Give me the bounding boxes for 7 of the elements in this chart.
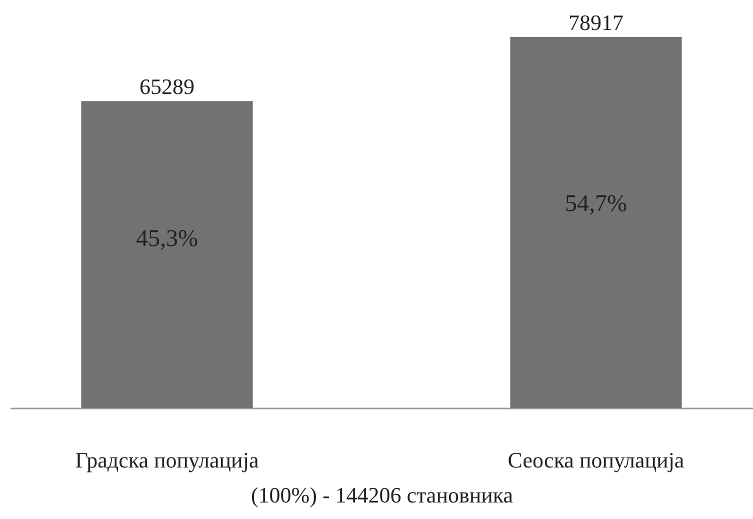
x-axis-title: (100%) - 144206 становника [250, 482, 514, 508]
x-tick-label: Сеоска популација [508, 448, 684, 472]
data-label: 78917 [568, 10, 624, 35]
annotation: 45,3% [136, 226, 198, 252]
x-tick-label: Градска популација [75, 448, 259, 472]
data-label: 65289 [140, 74, 195, 100]
annotation: 54,7% [564, 190, 627, 217]
